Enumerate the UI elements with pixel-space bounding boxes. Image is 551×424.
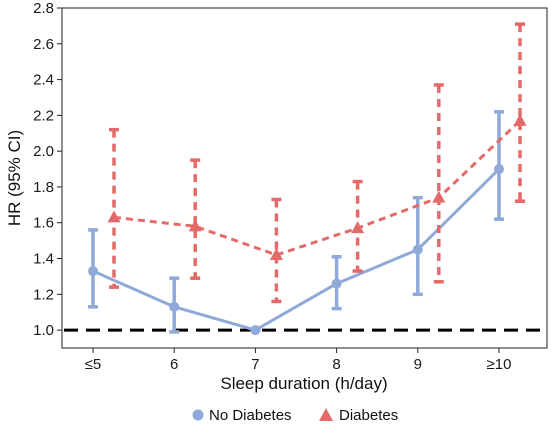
x-axis-ticks: ≤5 6 7 8 9 ≥10 — [85, 348, 512, 373]
y-tick-label: 1.4 — [33, 251, 54, 268]
y-tick-label: 1.6 — [33, 215, 54, 232]
legend-label-diabetes: Diabetes — [339, 407, 398, 424]
legend: No Diabetes Diabetes — [192, 407, 398, 424]
y-axis-title: HR (95% CI) — [5, 130, 24, 226]
y-tick-label: 2.4 — [33, 72, 54, 89]
y-axis-ticks: 1.0 1.2 1.4 1.6 1.8 2.0 2.2 2.4 2.6 2.8 — [33, 0, 62, 339]
x-tick-label: 7 — [251, 356, 259, 373]
y-tick-label: 2.8 — [33, 0, 54, 17]
y-tick-label: 2.2 — [33, 107, 54, 124]
series-layer — [88, 22, 527, 336]
legend-marker-diabetes — [319, 408, 333, 421]
data-point — [88, 266, 98, 277]
data-point — [250, 325, 261, 336]
series-line — [113, 119, 522, 257]
data-point — [513, 113, 527, 126]
series-line — [92, 167, 501, 332]
data-point — [188, 219, 202, 232]
y-tick-label: 2.6 — [33, 36, 54, 53]
x-tick-label: 9 — [414, 356, 422, 373]
x-tick-label: 6 — [170, 356, 178, 373]
data-point — [331, 278, 342, 289]
data-point — [412, 244, 423, 255]
series-no-diabetes — [88, 110, 504, 336]
y-tick-label: 1.8 — [33, 179, 54, 196]
x-axis-title: Sleep duration (h/day) — [220, 374, 387, 393]
x-tick-label: 8 — [332, 356, 340, 373]
y-tick-label: 2.0 — [33, 143, 54, 160]
data-point — [169, 301, 180, 312]
x-tick-label: ≥10 — [487, 356, 512, 373]
legend-marker-no-diabetes — [192, 409, 204, 421]
x-tick-label: ≤5 — [85, 356, 102, 373]
data-point — [432, 190, 446, 203]
data-point — [351, 221, 365, 234]
y-tick-label: 1.0 — [33, 322, 54, 339]
series-diabetes — [107, 22, 527, 304]
legend-label-no-diabetes: No Diabetes — [209, 407, 292, 424]
data-point — [494, 164, 504, 175]
data-point — [107, 210, 121, 223]
data-point — [269, 247, 283, 260]
y-tick-label: 1.2 — [33, 286, 54, 303]
plot-frame — [61, 7, 548, 349]
